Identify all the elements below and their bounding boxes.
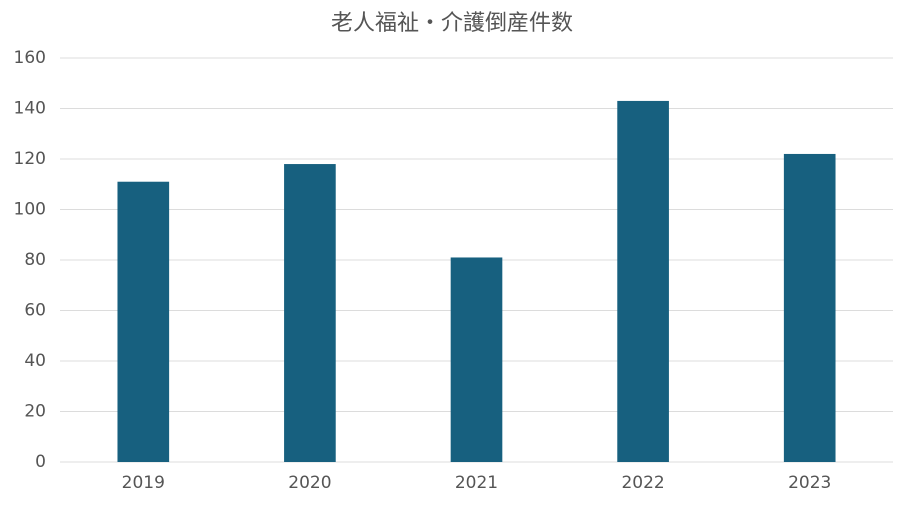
bar (450, 257, 503, 462)
y-tick-label: 80 (24, 250, 46, 270)
y-tick-label: 160 (14, 48, 46, 68)
bar (284, 164, 336, 463)
y-tick-label: 0 (35, 452, 46, 472)
bar (783, 153, 836, 462)
x-tick-label: 2022 (621, 473, 664, 493)
chart-title: 老人福祉・介護倒産件数 (331, 11, 573, 36)
y-tick-label: 100 (14, 200, 46, 220)
y-tick-label: 20 (24, 402, 46, 422)
x-tick-label: 2019 (122, 473, 165, 493)
y-tick-label: 120 (14, 149, 46, 169)
x-tick-label: 2020 (288, 473, 331, 493)
x-tick-label: 2023 (788, 473, 831, 493)
y-tick-label: 140 (14, 99, 46, 119)
x-tick-label: 2021 (455, 473, 498, 493)
y-tick-label: 40 (24, 351, 46, 371)
y-tick-label: 60 (24, 301, 46, 321)
bar (617, 100, 669, 463)
bar (117, 181, 170, 462)
